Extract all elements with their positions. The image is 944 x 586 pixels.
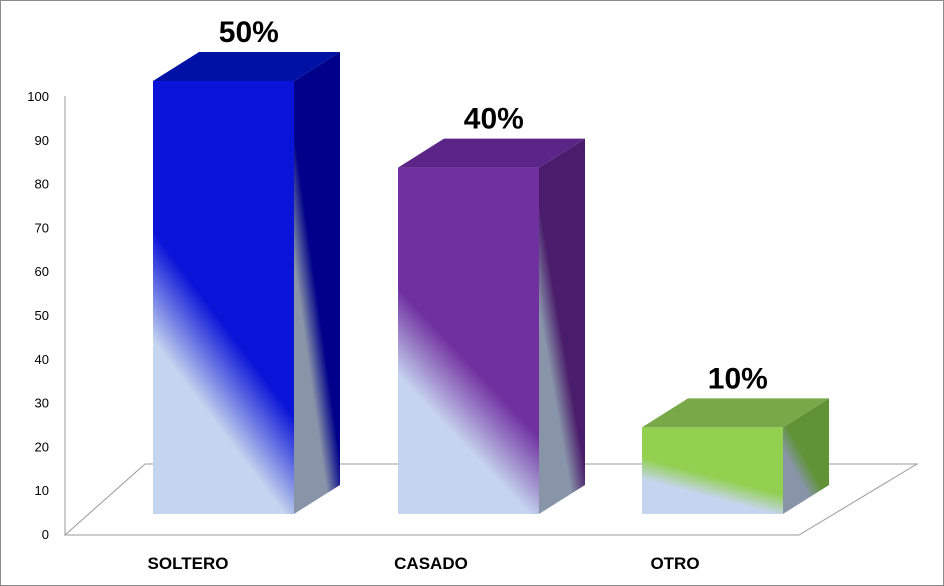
- bar-front-face: [642, 427, 783, 514]
- y-tick-label: 30: [35, 396, 49, 411]
- bar-front-face: [153, 81, 294, 514]
- y-tick-label: 100: [27, 89, 49, 104]
- bar-soltero: [153, 52, 340, 514]
- bar-side-face: [539, 138, 585, 514]
- category-label: SOLTERO: [148, 554, 229, 573]
- y-tick-label: 90: [35, 133, 49, 148]
- y-tick-label: 80: [35, 177, 49, 192]
- bar-front-face: [398, 167, 539, 514]
- y-axis-ticks: 0 10 20 30 40 50 60 70 80 90 100: [27, 89, 49, 542]
- data-label: 50%: [219, 16, 279, 49]
- y-tick-label: 40: [35, 352, 49, 367]
- bar-top-face: [398, 138, 585, 168]
- data-label: 40%: [464, 103, 524, 136]
- bar-top-face: [153, 52, 340, 81]
- y-tick-label: 10: [35, 483, 49, 498]
- bar-otro: [642, 398, 829, 514]
- y-tick-label: 0: [42, 527, 49, 542]
- category-label: CASADO: [394, 554, 468, 573]
- category-label: OTRO: [650, 554, 699, 573]
- data-labels: 50% 40% 10%: [219, 16, 768, 395]
- bar-casado: [398, 138, 585, 514]
- bars: [153, 52, 829, 514]
- category-labels: SOLTERO CASADO OTRO: [148, 554, 700, 573]
- bar-side-face: [294, 52, 340, 514]
- bar-side-face: [783, 398, 829, 514]
- y-tick-label: 50: [35, 308, 49, 323]
- y-tick-label: 70: [35, 220, 49, 235]
- y-tick-label: 60: [35, 264, 49, 279]
- data-label: 10%: [708, 362, 768, 395]
- bar-top-face: [642, 398, 829, 428]
- y-tick-label: 20: [35, 439, 49, 454]
